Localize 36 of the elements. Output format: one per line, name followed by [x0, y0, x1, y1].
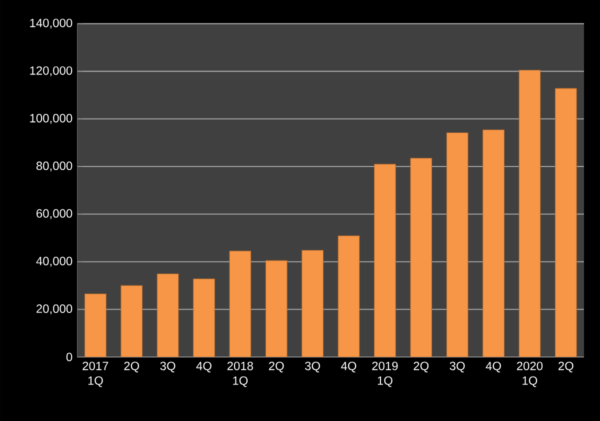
y-tick-label: 80,000 [36, 162, 72, 172]
bar [229, 250, 252, 357]
bar [156, 274, 179, 357]
x-tick-label: 3Q [160, 362, 176, 372]
x-tick-label: 4Q [196, 362, 212, 372]
x-tick-label: 2017 1Q [82, 362, 108, 387]
y-tick-label: 60,000 [36, 209, 72, 220]
bar [193, 278, 215, 357]
bar [84, 294, 106, 357]
x-tick-label: 2020 1Q [516, 362, 543, 387]
y-tick-label: 140,000 [30, 18, 72, 29]
x-tick-label: 2Q [414, 362, 429, 372]
bar [338, 236, 360, 357]
x-tick-label: 2Q [558, 362, 574, 372]
bar [482, 130, 504, 357]
x-tick-label: 3Q [450, 362, 465, 372]
y-tick-label: 120,000 [30, 66, 72, 76]
x-tick-label: 2018 1Q [227, 362, 254, 387]
y-tick-label: 100,000 [30, 114, 72, 124]
bar [518, 70, 541, 357]
bar [302, 250, 324, 357]
x-tick-label: 4Q [486, 362, 501, 372]
bar [265, 260, 288, 357]
bar [554, 88, 577, 357]
x-tick-label: 3Q [305, 362, 320, 372]
bar [374, 164, 396, 357]
bar [120, 285, 143, 357]
y-tick-label: 40,000 [36, 256, 72, 267]
x-tick-label: 2Q [268, 362, 284, 372]
y-tick-label: 0 [66, 352, 72, 362]
x-tick-label: 2Q [124, 362, 140, 372]
y-tick-label: 20,000 [36, 304, 72, 314]
bar [410, 158, 432, 357]
x-tick-label: 4Q [341, 362, 356, 372]
bar [446, 132, 468, 357]
x-tick-label: 2019 1Q [372, 362, 398, 387]
